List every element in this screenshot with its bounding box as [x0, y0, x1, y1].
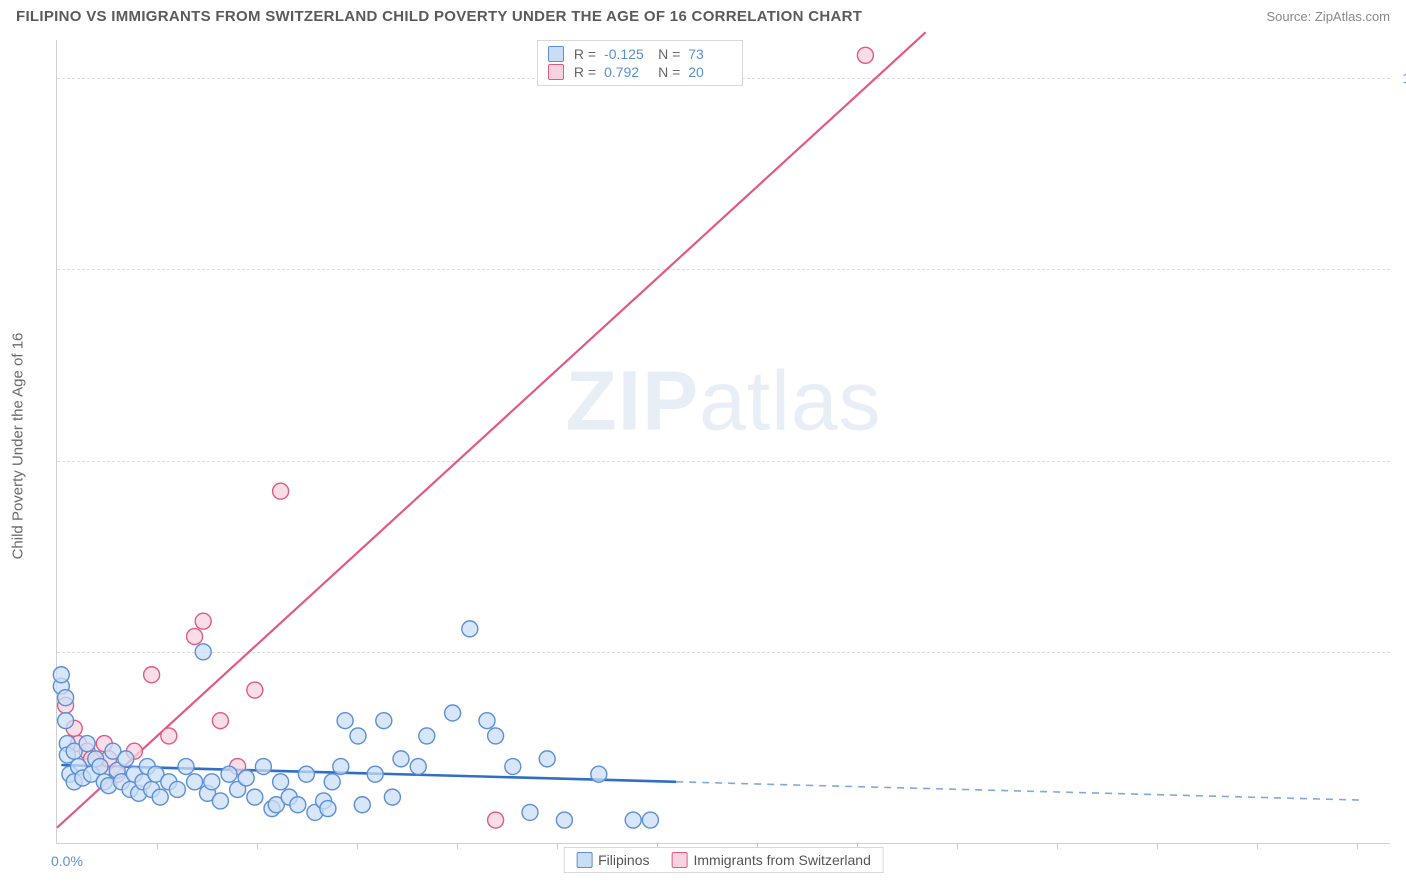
data-point-blue [195, 644, 211, 660]
data-point-pink [195, 613, 211, 629]
data-point-blue [479, 713, 495, 729]
stats-row: R = -0.125 N = 73 [548, 45, 732, 63]
stat-n-value: 73 [688, 46, 732, 62]
data-point-blue [273, 774, 289, 790]
data-point-blue [290, 797, 306, 813]
x-tick [457, 843, 458, 849]
data-point-blue [488, 728, 504, 744]
x-tick [1057, 843, 1058, 849]
x-tick [257, 843, 258, 849]
data-point-blue [505, 759, 521, 775]
stat-r-label: R = [574, 46, 596, 62]
data-point-blue [79, 736, 95, 752]
header: FILIPINO VS IMMIGRANTS FROM SWITZERLAND … [0, 0, 1406, 31]
legend-label: Immigrants from Switzerland [693, 852, 870, 868]
data-point-blue [410, 759, 426, 775]
data-point-blue [419, 728, 435, 744]
legend-item: Immigrants from Switzerland [671, 852, 870, 868]
stat-n-label: N = [658, 64, 680, 80]
data-point-blue [354, 797, 370, 813]
y-tick-label: 25.0% [1396, 644, 1406, 660]
data-point-blue [384, 789, 400, 805]
data-point-pink [488, 812, 504, 828]
data-point-pink [161, 728, 177, 744]
data-point-blue [324, 774, 340, 790]
data-point-blue [337, 713, 353, 729]
data-point-blue [591, 766, 607, 782]
data-point-blue [376, 713, 392, 729]
legend-label: Filipinos [598, 852, 649, 868]
data-point-blue [221, 766, 237, 782]
data-point-pink [247, 682, 263, 698]
plot-svg [57, 40, 1390, 843]
data-point-blue [367, 766, 383, 782]
source-label: Source: ZipAtlas.com [1266, 9, 1390, 24]
y-axis-label: Child Poverty Under the Age of 16 [10, 333, 27, 560]
data-point-blue [539, 751, 555, 767]
data-point-blue [247, 789, 263, 805]
stat-r-value: 0.792 [604, 64, 648, 80]
data-point-pink [212, 713, 228, 729]
data-point-blue [333, 759, 349, 775]
data-point-blue [187, 774, 203, 790]
data-point-blue [350, 728, 366, 744]
data-point-pink [857, 47, 873, 63]
x-tick [557, 843, 558, 849]
data-point-blue [255, 759, 271, 775]
x-axis-min-label: 0.0% [51, 853, 83, 869]
data-point-blue [212, 793, 228, 809]
x-tick [1157, 843, 1158, 849]
legend-swatch [548, 46, 564, 62]
trend-line-blue-extrapolated [676, 782, 1364, 800]
data-point-blue [58, 690, 74, 706]
y-tick-label: 75.0% [1396, 261, 1406, 277]
legend-swatch [576, 852, 592, 868]
data-point-blue [298, 766, 314, 782]
bottom-legend: Filipinos Immigrants from Switzerland [563, 847, 884, 873]
data-point-blue [445, 705, 461, 721]
x-tick [957, 843, 958, 849]
y-tick-label: 100.0% [1396, 70, 1406, 86]
data-point-blue [118, 751, 134, 767]
data-point-blue [320, 801, 336, 817]
data-point-blue [178, 759, 194, 775]
stat-r-label: R = [574, 64, 596, 80]
data-point-pink [273, 483, 289, 499]
x-tick [157, 843, 158, 849]
data-point-blue [393, 751, 409, 767]
data-point-pink [144, 667, 160, 683]
data-point-blue [462, 621, 478, 637]
data-point-blue [642, 812, 658, 828]
data-point-blue [152, 789, 168, 805]
trend-line-pink [57, 32, 926, 827]
data-point-blue [92, 759, 108, 775]
x-tick [1357, 843, 1358, 849]
stats-legend-box: R = -0.125 N = 73 R = 0.792 N = 20 [537, 40, 743, 86]
data-point-pink [187, 629, 203, 645]
data-point-blue [625, 812, 641, 828]
data-point-blue [169, 781, 185, 797]
data-point-blue [522, 804, 538, 820]
stats-row: R = 0.792 N = 20 [548, 63, 732, 81]
data-point-blue [556, 812, 572, 828]
data-point-blue [58, 713, 74, 729]
y-tick-label: 50.0% [1396, 453, 1406, 469]
stat-n-value: 20 [688, 64, 732, 80]
chart-title: FILIPINO VS IMMIGRANTS FROM SWITZERLAND … [16, 8, 862, 25]
x-tick [1257, 843, 1258, 849]
data-point-blue [53, 667, 69, 683]
stat-n-label: N = [658, 46, 680, 62]
legend-swatch [548, 64, 564, 80]
chart-area: ZIPatlas 25.0%50.0%75.0%100.0% 0.0% 15.0… [56, 40, 1390, 844]
x-tick [357, 843, 358, 849]
legend-item: Filipinos [576, 852, 649, 868]
stat-r-value: -0.125 [604, 46, 648, 62]
data-point-blue [238, 770, 254, 786]
data-point-blue [204, 774, 220, 790]
legend-swatch [671, 852, 687, 868]
